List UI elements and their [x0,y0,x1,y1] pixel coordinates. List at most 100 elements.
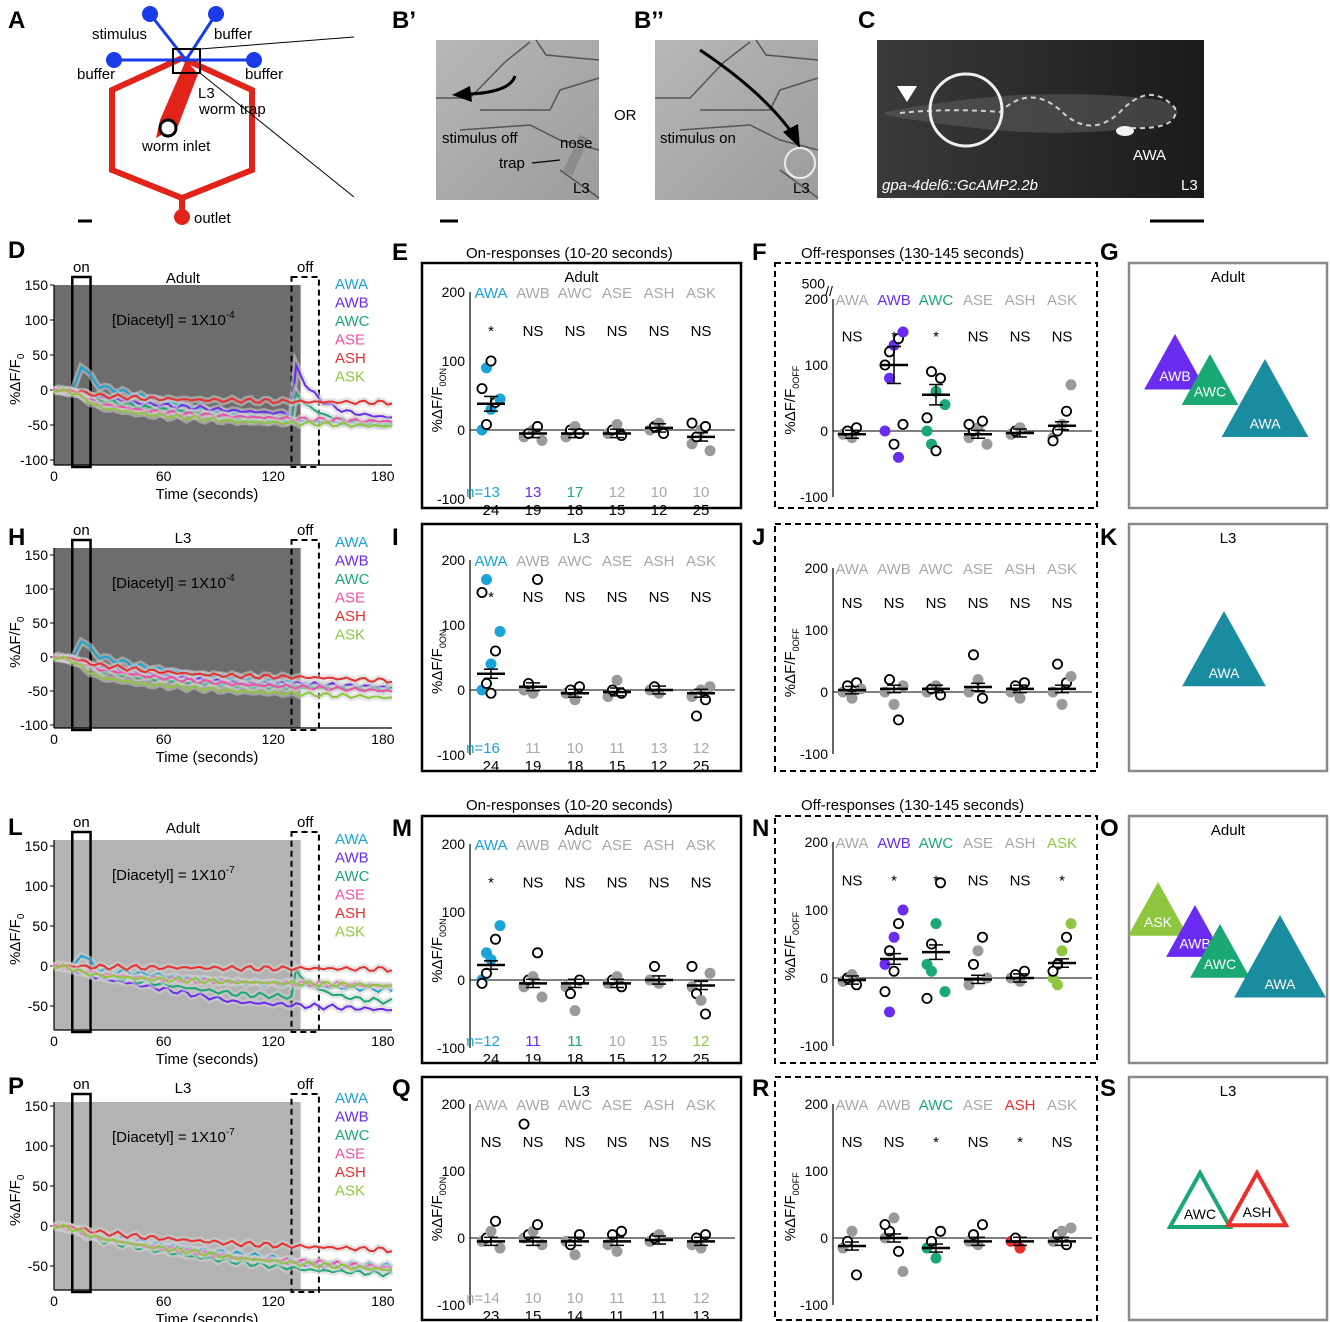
panel-n: N 200 100 0 -100 %ΔF/F0OFF AWA NS AWB * AWC * ASE NS A… [752,815,1098,1064]
y-tick-label: 100 [805,622,829,638]
significance-ase: NS [607,323,628,340]
x-tick-label: 120 [262,468,286,484]
y-tick-label: 0 [40,382,48,398]
legend-awb: AWB [335,553,369,570]
neuron-name-awc: AWC [919,835,954,852]
neuron-name-ash: ASH [1005,561,1036,578]
triangle-awb [1144,333,1206,390]
data-point [704,445,716,457]
on-window [71,538,92,732]
data-point [1056,945,1068,957]
panel-frame [420,522,743,773]
significance-ask: NS [691,589,712,606]
data-point [480,574,492,586]
significance-ask: NS [691,874,712,891]
panel-f: F2001000-100%ΔF/F0OFF500//AWANSAWB*AWC*A… [752,239,1098,509]
data-point [485,687,497,699]
panel-letter-q: Q [392,1075,411,1102]
y-tick-label: 0 [820,423,828,439]
trace-ash [53,388,393,406]
data-point [607,684,619,696]
panel-letter-f: F [752,239,767,266]
panel-letter-s: S [1100,1075,1116,1102]
neuron-name-ase: ASE [602,1097,632,1114]
significance-ask: NS [1052,328,1073,345]
legend-awc: AWC [335,313,370,330]
n-count-labeled: 10 [567,740,584,757]
panel-frame [420,814,743,1065]
significance-ase: NS [607,589,628,606]
y-axis-label: %ΔF/F0 [7,616,27,668]
data-point [846,692,858,704]
stimulus-shade [54,285,301,465]
neuron-name-awa: AWA [474,837,507,854]
legend-awa: AWA [335,831,368,848]
off-window [290,539,320,731]
significance-awc: * [933,328,939,345]
y-axis-label: %ΔF/F0ON [429,1177,448,1241]
data-point [888,931,900,943]
data-point [532,947,544,959]
stage-label: Adult [564,822,599,839]
legend-ase: ASE [335,1146,365,1163]
stage-label: L3 [573,530,590,547]
panel-letter-o: O [1100,815,1119,842]
data-point [518,1118,530,1130]
neuron-name-ash: ASH [644,285,675,302]
channel-walls-b1 [436,39,600,199]
panel-o: O Adult ASK AWB AWC AWA [1100,814,1329,1065]
significance-ash: NS [649,589,670,606]
stimulus-shade [54,548,301,728]
trace-ask [53,387,393,428]
data-point [981,438,993,450]
data-point [485,658,497,670]
n-count-unlabeled: 18 [567,758,584,775]
header-n: Off-responses (130-145 seconds) [801,797,1024,814]
legend-ase: ASE [335,590,365,607]
neuron-name-ase: ASE [963,561,993,578]
n-count-unlabeled: 15 [609,502,626,519]
triangle-awc [1190,923,1250,978]
neuron-name-ask: ASK [1047,292,1077,309]
n-count-labeled: 10 [693,484,710,501]
data-point [658,427,670,439]
data-point [476,383,488,395]
data-point [977,692,989,704]
stage-label: L3 [175,1080,192,1097]
significance-ase: NS [968,1134,989,1151]
significance-awc: NS [565,589,586,606]
micrograph-b1 [436,40,599,200]
data-point [480,967,492,979]
legend-ask: ASK [335,369,365,386]
neuron-name-awc: AWC [919,1097,954,1114]
neuron-name-ask: ASK [686,837,716,854]
n-count-labeled: 17 [567,484,584,501]
data-point [532,574,544,586]
data-point [476,587,488,599]
significance-ask: NS [691,323,712,340]
panel-r: R 200 100 0 -100 %ΔF/F0OFF AWA NS AWB NS AWC * ASE NS… [752,1075,1098,1321]
axis-break-mark: // [825,283,833,299]
off-label: off [297,1076,314,1093]
data-point [897,904,909,916]
data-point [888,438,900,450]
significance-awb: NS [523,874,544,891]
panel-k: K L3 AWA [1100,522,1329,773]
data-point [935,372,947,384]
panel-letter-j: J [752,524,765,551]
neuron-name-awa: AWA [474,1097,507,1114]
panel-letter-b2: B’’ [634,7,664,34]
data-point [963,979,975,991]
data-point [893,1245,905,1257]
y-axis-label: %ΔF/F0 [7,353,27,405]
off-window [290,276,320,468]
y-tick-label: 0 [820,970,828,986]
off-label: off [297,522,314,539]
trace-ash [53,963,393,973]
label-nose: nose [560,135,593,152]
off-label: off [297,259,314,276]
label-l3: L3 [198,85,215,102]
data-point [1065,379,1077,391]
stage-label: Adult [564,269,599,286]
